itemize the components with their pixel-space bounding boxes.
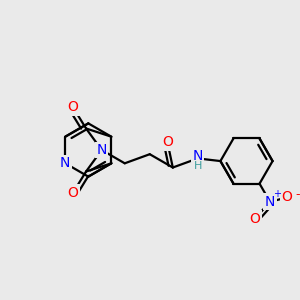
Text: +: + bbox=[273, 189, 280, 199]
Text: N: N bbox=[97, 143, 107, 157]
Text: H: H bbox=[194, 161, 202, 171]
Text: N: N bbox=[265, 195, 275, 209]
Text: N: N bbox=[60, 156, 70, 170]
Text: O: O bbox=[162, 135, 173, 149]
Text: O: O bbox=[282, 190, 292, 204]
Text: -: - bbox=[295, 188, 300, 201]
Text: O: O bbox=[68, 100, 79, 114]
Text: O: O bbox=[249, 212, 260, 226]
Text: N: N bbox=[193, 148, 203, 163]
Text: O: O bbox=[68, 186, 79, 200]
